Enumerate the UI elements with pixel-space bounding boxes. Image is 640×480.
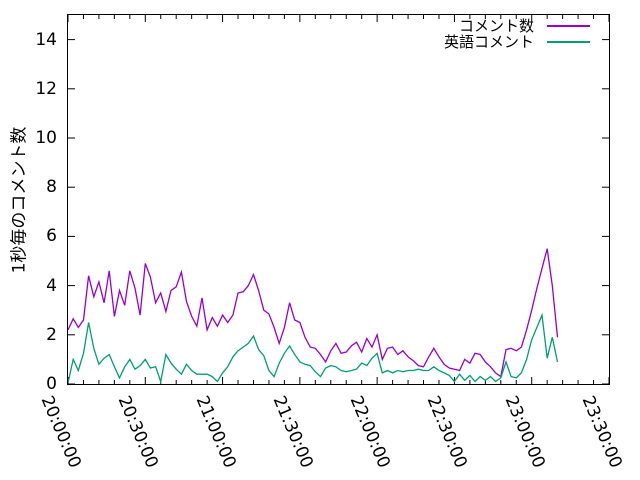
x-tick-label: 20:30:00: [113, 393, 163, 472]
y-tick-label: 14: [35, 29, 57, 50]
legend: コメント数 英語コメント: [444, 18, 590, 50]
series-line-0: [68, 248, 559, 378]
legend-line-sample-comments: [547, 25, 590, 27]
y-axis-title: 1秒毎のコメント数: [9, 126, 30, 274]
x-tick-label: 21:00:00: [191, 393, 240, 472]
x-tick-label: 22:30:00: [423, 393, 472, 472]
y-tick-label: 6: [46, 226, 57, 247]
y-tick-label: 4: [46, 275, 57, 296]
plot-canvas: [68, 15, 609, 384]
legend-item-comments: コメント数: [444, 18, 590, 34]
x-tick-label: 20:00:00: [36, 393, 85, 472]
plot-area: コメント数 英語コメント: [67, 14, 610, 385]
legend-line-sample-english-comments: [547, 41, 590, 43]
legend-item-english-comments: 英語コメント: [444, 34, 590, 50]
y-tick-label: 12: [35, 78, 57, 99]
y-tick-label: 10: [35, 128, 57, 148]
x-tick-label: 23:30:00: [577, 393, 626, 472]
x-tick-label: 22:00:00: [345, 393, 394, 472]
series-line-1: [68, 312, 559, 384]
x-tick-label: 23:00:00: [500, 393, 549, 472]
x-tick-label: 21:30:00: [268, 393, 317, 472]
legend-label-comments: コメント数: [458, 17, 534, 35]
y-tick-label: 0: [46, 374, 57, 394]
y-tick-label: 8: [46, 177, 57, 198]
y-tick-label: 2: [46, 324, 57, 345]
legend-label-english-comments: 英語コメント: [443, 33, 534, 51]
